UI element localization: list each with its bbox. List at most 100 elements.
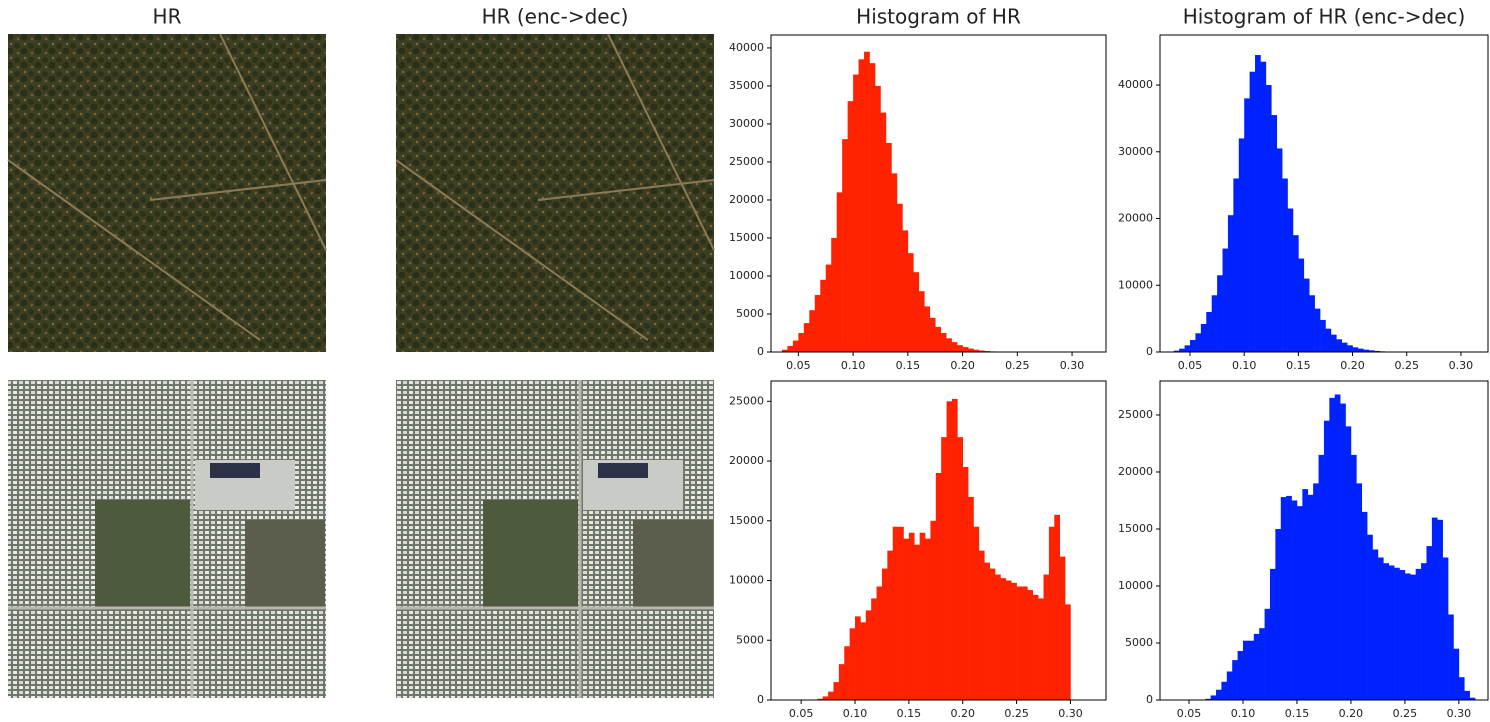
histogram-bar [907,253,914,352]
histogram-bar [973,526,980,700]
histogram-bar [962,467,969,700]
histogram-bar [1005,580,1012,700]
histogram-bar [1032,594,1039,700]
histogram-bar [1421,563,1427,700]
x-tick-label: 0.20 [1339,707,1364,720]
histogram-bar [1347,345,1353,352]
histogram-bar [858,59,865,352]
y-tick-label: 25000 [729,155,764,168]
y-tick-label: 40000 [1118,78,1153,91]
histogram-bar [1372,549,1379,700]
y-tick-label: 5000 [1125,636,1153,649]
histogram-bar [871,598,877,700]
histogram-bar [875,85,881,352]
urban-image [396,380,714,698]
histogram-bar [881,568,888,700]
histogram-bar [864,51,870,353]
histogram-bar [1276,148,1283,352]
histogram-bar [1259,628,1265,700]
x-tick-label: 0.30 [1449,359,1474,372]
y-tick-label: 40000 [729,41,764,54]
histogram-bar [1431,517,1438,700]
histogram-bar [828,691,834,700]
histogram-bar [853,74,859,353]
histogram-bar [1302,489,1309,700]
histogram-bar [935,326,941,352]
histogram-bar [1043,574,1050,700]
axes-frame [770,380,1107,701]
histogram-bar [1323,420,1330,700]
y-tick-label: 0 [1146,345,1153,358]
axes-frame [1159,34,1489,353]
histogram-bar [1227,215,1234,352]
histogram-bar [1221,681,1228,700]
histogram-bar [1244,98,1250,353]
x-tick-label: 0.10 [1232,359,1257,372]
histogram-bar [919,532,926,700]
chart-title: Histogram of HR [856,5,1021,29]
histogram-bar [1206,311,1212,352]
histogram-bar [885,142,892,352]
histogram-bar [781,349,788,352]
histogram-bar [929,317,936,352]
x-tick-label: 0.05 [789,707,814,720]
histogram-bar [1190,339,1196,352]
histogram-bar [838,664,845,700]
histogram-bar [1195,333,1202,352]
histogram-bar [1296,506,1303,700]
histogram-bar [1363,349,1370,352]
y-tick-label: 25000 [729,394,764,407]
histogram-bar [1260,61,1267,353]
y-tick-label: 20000 [1118,212,1153,225]
histogram-bar [1265,85,1272,352]
y-tick-label: 10000 [729,574,764,587]
histogram-bar [1238,138,1245,352]
histogram-bar [1237,650,1244,700]
histogram-bar [1404,573,1411,700]
histogram-bar [951,398,958,700]
x-tick-label: 0.10 [841,359,866,372]
histogram-bar [1280,497,1287,700]
histogram-bar [902,230,909,352]
histogram-bar [1374,350,1380,352]
histogram-bar [903,538,910,700]
histogram-bar [918,291,925,352]
histogram-bar [1054,514,1060,700]
histogram-bar [1226,671,1233,700]
y-tick-label: 20000 [729,454,764,467]
x-tick-label: 0.30 [1447,707,1472,720]
histogram-bar [979,350,985,352]
histogram-bar [844,646,850,700]
histogram-bar [1368,350,1375,352]
y-tick-label: 15000 [729,231,764,244]
y-tick-label: 20000 [1118,465,1153,478]
histogram-bar [1287,208,1294,352]
histogram-bar [957,437,964,700]
histogram-bar [865,610,872,700]
histogram-bar [1011,582,1017,700]
histogram-bar [1255,55,1261,352]
histogram-bar [822,696,829,700]
histogram-bar [946,338,952,352]
histogram-bar [1233,178,1240,352]
histogram-bar [1000,578,1007,700]
histogram-bar [1269,568,1276,700]
histogram-bar [1021,586,1028,700]
histogram-bar [1248,640,1255,700]
histogram-bar [1264,608,1271,700]
histogram-bar [978,550,985,700]
histogram-bar [855,616,861,700]
x-tick-label: 0.05 [1178,359,1203,372]
x-tick-label: 0.15 [1286,359,1311,372]
histogram-bar [836,192,843,352]
histogram-bar [1282,178,1288,352]
histogram-bar [817,698,824,700]
x-tick-label: 0.25 [1004,707,1029,720]
histogram-bar [1334,394,1341,700]
x-tick-label: 0.10 [843,707,868,720]
histogram-bar [891,173,898,352]
histogram-bar [1173,350,1180,352]
histogram-bar [792,340,799,352]
histogram-bar [1200,323,1207,352]
histogram-bar [876,586,883,700]
